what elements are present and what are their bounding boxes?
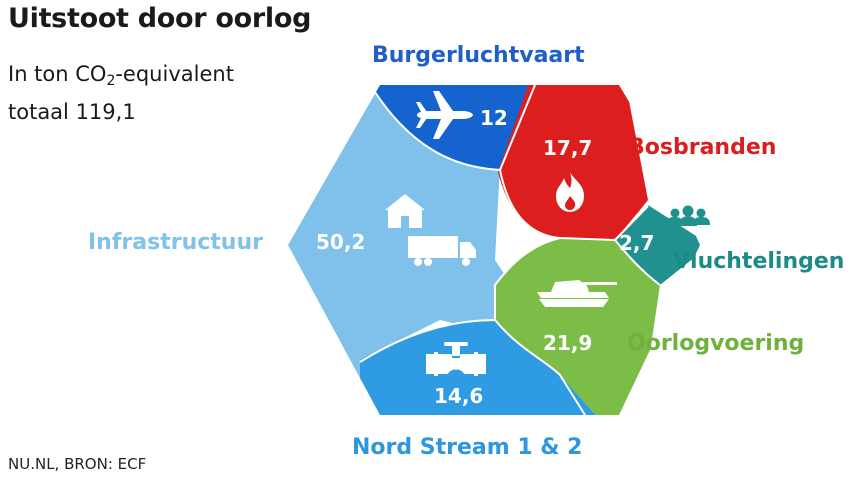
subtitle-subscript: 2 (106, 73, 116, 89)
pipeline-icon (426, 342, 486, 376)
category-label-vluchtelingen: Vluchtelingen (673, 249, 844, 274)
segment-separators (359, 84, 661, 416)
airplane-icon (416, 91, 473, 139)
value-label-infrastructuur: 50,2 (316, 230, 365, 254)
category-label-burgerluchtvaart: Burgerluchtvaart (372, 43, 585, 68)
separator-line (374, 91, 501, 171)
value-label-burgerluchtvaart: 12 (480, 106, 508, 130)
chart-subtitle-total: totaal 119,1 (8, 100, 136, 124)
chart-title: Uitstoot door oorlog (8, 3, 312, 34)
fire-icon (556, 172, 584, 212)
segment-oorlogvoering (495, 238, 660, 415)
separator-line (499, 84, 536, 171)
category-label-bosbranden: Bosbranden (628, 135, 776, 160)
value-label-nordstream: 14,6 (434, 384, 483, 408)
value-label-oorlogvoering: 21,9 (543, 331, 592, 355)
value-label-bosbranden: 17,7 (543, 136, 592, 160)
separator-line (494, 237, 561, 320)
truck-icon (408, 236, 476, 266)
category-label-infrastructuur: Infrastructuur (88, 230, 263, 255)
segment-bosbranden (498, 85, 648, 240)
tank-icon (537, 280, 617, 307)
chart-subtitle-unit: In ton CO2-equivalent (8, 60, 234, 88)
people-icon (666, 205, 710, 226)
segment-burgerluchtvaart (375, 85, 535, 170)
house-icon (385, 194, 425, 228)
subtitle-suffix: -equivalent (115, 62, 234, 86)
subtitle-prefix: In ton CO (8, 62, 107, 86)
separator-line (614, 239, 661, 286)
category-label-oorlogvoering: Oorlogvoering (627, 331, 804, 356)
value-label-vluchtelingen: 2,7 (619, 231, 654, 255)
category-label-nordstream: Nord Stream 1 & 2 (352, 435, 582, 460)
separator-line (359, 318, 586, 416)
source-credit: NU.NL, BRON: ECF (8, 455, 147, 473)
separator-line (614, 205, 649, 241)
